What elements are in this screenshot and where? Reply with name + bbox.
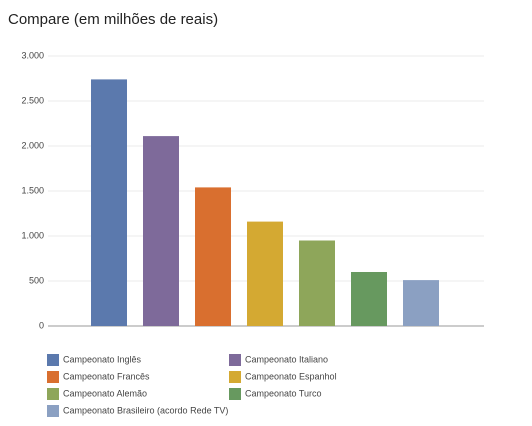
legend-swatch bbox=[229, 388, 241, 400]
legend-label: Campeonato Espanhol bbox=[245, 371, 337, 381]
bar bbox=[91, 79, 127, 327]
legend-swatch bbox=[229, 354, 241, 366]
legend-swatch bbox=[229, 371, 241, 383]
bar bbox=[195, 187, 231, 326]
y-tick-label: 2.500 bbox=[21, 95, 44, 105]
y-tick-label: 500 bbox=[29, 275, 44, 285]
bar bbox=[403, 280, 439, 326]
bar bbox=[247, 221, 283, 326]
y-tick-label: 1.500 bbox=[21, 185, 44, 195]
y-tick-label: 2.000 bbox=[21, 140, 44, 150]
y-tick-label: 1.000 bbox=[21, 230, 44, 240]
legend-label: Campeonato Inglês bbox=[63, 354, 142, 364]
legend-swatch bbox=[47, 405, 59, 417]
legend-swatch bbox=[47, 354, 59, 366]
legend-swatch bbox=[47, 371, 59, 383]
y-tick-label: 3.000 bbox=[21, 50, 44, 60]
chart-title: Compare (em milhões de reais) bbox=[8, 11, 218, 28]
legend-label: Campeonato Turco bbox=[245, 388, 322, 398]
legend-label: Campeonato Italiano bbox=[245, 354, 328, 364]
legend-label: Campeonato Alemão bbox=[63, 388, 147, 398]
y-tick-label: 0 bbox=[39, 320, 44, 330]
bar bbox=[143, 136, 179, 326]
legend-label: Campeonato Francês bbox=[63, 371, 150, 381]
legend-label: Campeonato Brasileiro (acordo Rede TV) bbox=[63, 405, 228, 415]
legend-swatch bbox=[47, 388, 59, 400]
bar bbox=[299, 240, 335, 326]
bar bbox=[351, 272, 387, 326]
